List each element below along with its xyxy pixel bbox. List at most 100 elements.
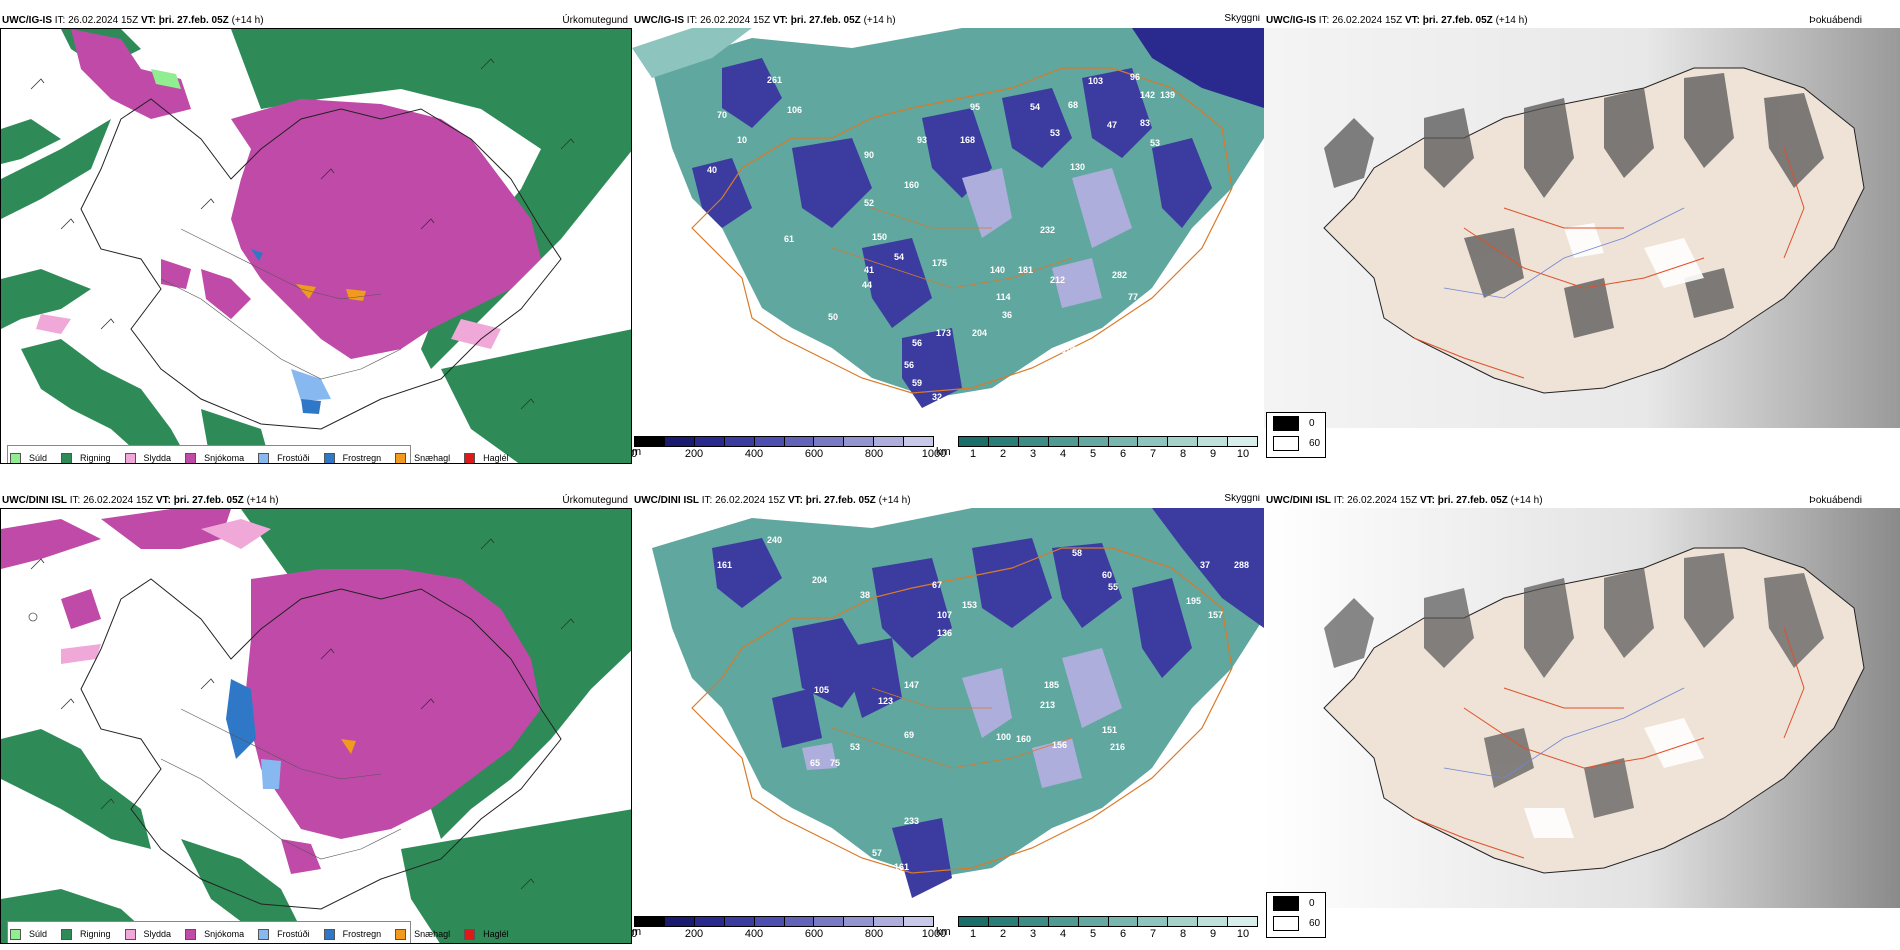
colorbar-swatch bbox=[1018, 437, 1049, 446]
it-label: IT: bbox=[686, 15, 698, 26]
colorbar-swatch bbox=[1168, 437, 1199, 446]
colorbar-swatch bbox=[635, 437, 665, 446]
vt-value: þri. 27.feb. 05Z bbox=[790, 15, 861, 26]
fog-legend: 0 60 bbox=[1266, 412, 1326, 458]
colorbar-swatch bbox=[959, 437, 989, 446]
fog-legend-swatch bbox=[1273, 895, 1299, 911]
colorbar-swatch bbox=[1078, 437, 1109, 446]
fog-legend-swatch bbox=[1273, 435, 1299, 451]
colorbar-swatch bbox=[754, 437, 785, 446]
colorbar-tick-label: 5 bbox=[1089, 448, 1097, 460]
ceiling-label: 107 bbox=[937, 610, 952, 620]
colorbar-swatch bbox=[664, 437, 695, 446]
precip-legend: Súld Rigning Slydda Snjókoma Frostúði Fr… bbox=[7, 921, 509, 943]
ceiling-label: 261 bbox=[767, 75, 782, 85]
legend-item-sudd: Súld bbox=[10, 452, 47, 463]
ceiling-label: 140 bbox=[990, 265, 1005, 275]
colorbar-tick-label: 200 bbox=[684, 448, 704, 460]
vt-label: VT: bbox=[155, 495, 171, 506]
param-name: Úrkomutegund bbox=[562, 15, 628, 26]
legend-label: Snæhagl bbox=[414, 453, 451, 463]
ceiling-label: 175 bbox=[932, 258, 947, 268]
ceiling-map: 240 161 204 38 67 107 153 136 147 69 105… bbox=[632, 508, 1264, 908]
colorbar-tick-label: 9 bbox=[1209, 448, 1217, 460]
vt-value: þri. 27.feb. 05Z bbox=[158, 15, 229, 26]
ceiling-label: 62 bbox=[866, 884, 876, 894]
ceiling-visibility-panel-bottom: UWC/DINI ISL IT: 26.02.2024 15Z VT: þri.… bbox=[630, 494, 1264, 944]
colorbar-swatch bbox=[1138, 917, 1169, 926]
legend-label: Haglél bbox=[483, 929, 509, 939]
ceiling-colorbar: 0 200 400 600 800 1000 m bbox=[631, 436, 946, 460]
ceiling-label: 288 bbox=[1234, 560, 1249, 570]
colorbar-tick-label: 2 bbox=[999, 448, 1007, 460]
ceiling-colorbar: 0 200 400 600 800 1000 m bbox=[630, 916, 946, 940]
ceiling-label: 151 bbox=[1102, 725, 1117, 735]
legend-swatch bbox=[10, 928, 21, 940]
colorbar-tick-label: 0 bbox=[630, 928, 638, 940]
visibility-colorbar-bar bbox=[958, 916, 1258, 927]
ceiling-label: 36 bbox=[1002, 310, 1012, 320]
colorbar-tick-label: 800 bbox=[864, 448, 884, 460]
ceiling-label: 232 bbox=[1040, 225, 1055, 235]
ceiling-label: 68 bbox=[1068, 100, 1078, 110]
ceiling-label: 70 bbox=[717, 110, 727, 120]
model-name: UWC/DINI ISL bbox=[1266, 495, 1331, 506]
legend-swatch bbox=[464, 452, 476, 463]
colorbar-tick-label: 9 bbox=[1209, 928, 1217, 940]
colorbar-swatch bbox=[724, 437, 755, 446]
model-name: UWC/IG-IS bbox=[634, 15, 684, 26]
lead-time: (+14 h) bbox=[1510, 495, 1543, 506]
it-value: 26.02.2024 15Z bbox=[715, 495, 786, 506]
colorbar-swatch bbox=[1198, 437, 1229, 446]
colorbar-swatch bbox=[635, 917, 665, 926]
vt-value: þri. 27.feb. 05Z bbox=[173, 495, 244, 506]
legend-swatch bbox=[464, 928, 476, 940]
colorbar-tick-label: 8 bbox=[1179, 928, 1187, 940]
param-name: Þokuábendi bbox=[1809, 15, 1862, 26]
ceiling-label: 65 bbox=[810, 758, 820, 768]
colorbar-swatch bbox=[694, 437, 725, 446]
panel-title: UWC/IG-IS IT: 26.02.2024 15Z VT: þri. 27… bbox=[0, 14, 632, 28]
visibility-unit: km bbox=[936, 446, 951, 458]
ceiling-colorbar-bar bbox=[634, 916, 934, 927]
ceiling-label: 51 bbox=[908, 398, 918, 408]
legend-swatch bbox=[61, 452, 73, 463]
fog-indicator-panel-top: UWC/IG-IS IT: 26.02.2024 15Z VT: þri. 27… bbox=[1264, 14, 1900, 464]
colorbar-swatch bbox=[814, 917, 845, 926]
colorbar-tick-label: 1000 bbox=[921, 448, 947, 460]
ceiling-label: 216 bbox=[1110, 742, 1125, 752]
ceiling-label: 173 bbox=[936, 328, 951, 338]
colorbar-tick-label: 3 bbox=[1029, 448, 1037, 460]
ceiling-label: 109 bbox=[1062, 345, 1077, 355]
colorbar-tick-label: 1 bbox=[969, 928, 977, 940]
visibility-colorbar-ticks: 1 2 3 4 5 6 7 8 9 10 bbox=[958, 928, 1258, 940]
ceiling-label: 50 bbox=[828, 312, 838, 322]
vt-value: þri. 27.feb. 05Z bbox=[1422, 15, 1493, 26]
fog-legend-label: 60 bbox=[1309, 917, 1321, 929]
visibility-colorbar-ticks: 1 2 3 4 5 6 7 8 9 10 bbox=[958, 448, 1258, 460]
ceiling-label: 100 bbox=[996, 732, 1011, 742]
colorbar-tick-label: 800 bbox=[864, 928, 884, 940]
visibility-colorbar: 1 2 3 4 5 6 7 8 9 10 km bbox=[936, 916, 1258, 940]
ceiling-label: 53 bbox=[850, 742, 860, 752]
colorbar-tick-label: 200 bbox=[684, 928, 704, 940]
legend-item-haglel: Haglél bbox=[464, 928, 509, 940]
legend-item-snjokoma: Snjókoma bbox=[185, 452, 244, 463]
lead-time: (+14 h) bbox=[231, 15, 264, 26]
legend-swatch bbox=[10, 452, 21, 463]
ceiling-label: 142 bbox=[1140, 90, 1155, 100]
ceiling-label: 123 bbox=[878, 696, 893, 706]
ceiling-label: 136 bbox=[937, 628, 952, 638]
fog-map bbox=[1264, 508, 1900, 908]
legend-label: Snjókoma bbox=[204, 929, 245, 939]
legend-label: Slydda bbox=[143, 929, 172, 939]
ceiling-label: 157 bbox=[1208, 610, 1223, 620]
panel-title: UWC/IG-IS IT: 26.02.2024 15Z VT: þri. 27… bbox=[1264, 14, 1900, 28]
legend-swatch bbox=[258, 928, 270, 940]
fog-legend-item: 60 bbox=[1267, 433, 1325, 453]
ceiling-map: 261 106 70 10 40 90 160 93 168 95 54 68 … bbox=[632, 28, 1264, 428]
ceiling-label: 103 bbox=[1088, 76, 1103, 86]
colorbar-tick-label: 10 bbox=[1236, 928, 1250, 940]
ceiling-label: 77 bbox=[1128, 292, 1138, 302]
colorbar-tick-label: 4 bbox=[1059, 928, 1067, 940]
